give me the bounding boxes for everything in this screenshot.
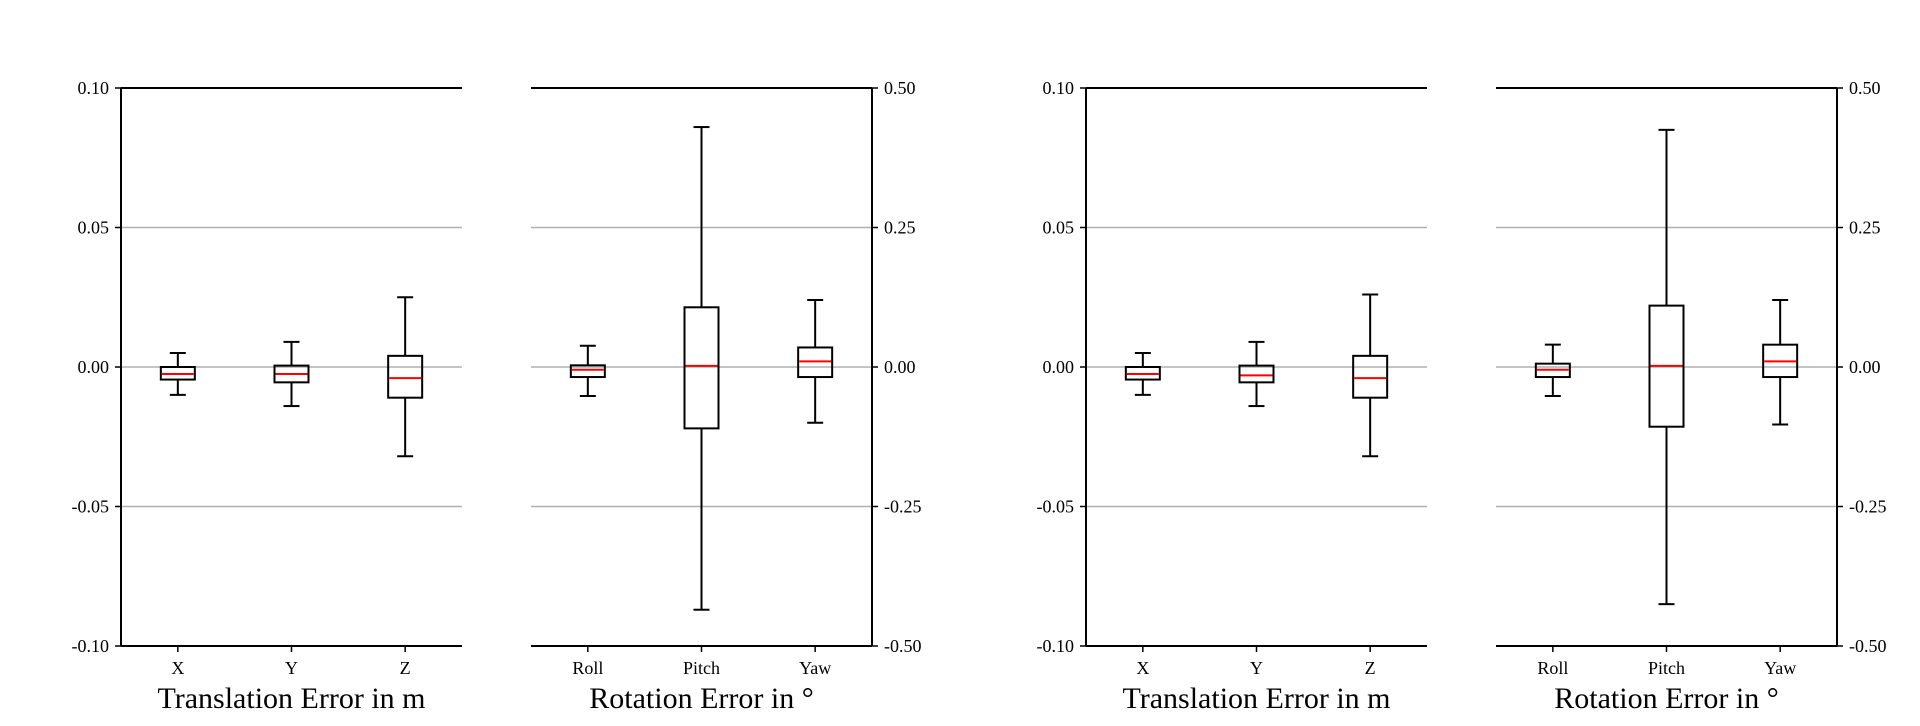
panel-4-box-pitch: [1648, 304, 1685, 428]
panel-3-category-label-z: Z: [1365, 658, 1376, 678]
panel-4-box-roll: [1534, 362, 1571, 379]
panel-2-category-label-pitch: Pitch: [683, 658, 720, 678]
panel-4-y-tick-label: 0.50: [1849, 78, 1881, 98]
panel-3-box-y: [1238, 364, 1275, 384]
panel-3-y-tick-label: -0.10: [1037, 636, 1075, 656]
panel-2-box-pitch: [683, 306, 720, 430]
panel-2-y-tick-label: 0.25: [884, 218, 916, 238]
panel-4-y-tick-label: 0.25: [1849, 218, 1881, 238]
panel-2-y-tick-label: -0.25: [884, 497, 922, 517]
panel-1-y-tick-label: 0.10: [78, 78, 110, 98]
panel-4-box-yaw: [1762, 343, 1799, 379]
panel-1-box-z: [387, 354, 424, 399]
panel-3-x-axis-label: Translation Error in m: [1122, 682, 1390, 715]
panel-4-category-label-roll: Roll: [1537, 658, 1568, 678]
panel-2-box-yaw: [797, 346, 834, 379]
panel-1-category-label-y: Y: [285, 658, 298, 678]
panel-4-x-axis-label: Rotation Error in °: [1554, 682, 1778, 715]
panel-3-y-tick-label: 0.05: [1043, 218, 1075, 238]
panel-3-box-x: [1124, 366, 1161, 381]
panel-4-y-tick-label: -0.50: [1849, 636, 1887, 656]
panel-3-y-tick-label: 0.00: [1043, 357, 1075, 377]
panel-1-y-tick-label: -0.10: [72, 636, 110, 656]
panel-4-y-tick-label: 0.00: [1849, 357, 1881, 377]
panel-4-y-tick-label: -0.25: [1849, 497, 1887, 517]
panel-4-category-label-yaw: Yaw: [1764, 658, 1796, 678]
panel-3-y-tick-label: 0.10: [1043, 78, 1075, 98]
panel-3-category-label-x: X: [1136, 658, 1149, 678]
panel-2-y-tick-label: 0.50: [884, 78, 916, 98]
panel-1-y-tick-label: 0.00: [78, 357, 110, 377]
panel-1-y-tick-label: 0.05: [78, 218, 110, 238]
panel-1-category-label-x: X: [171, 658, 184, 678]
panel-2-x-axis-label: Rotation Error in °: [589, 682, 813, 715]
panel-2-y-tick-label: -0.50: [884, 636, 922, 656]
panel-1-box-y: [273, 364, 310, 384]
panel-3-category-label-y: Y: [1250, 658, 1263, 678]
panel-3-box-z: [1352, 354, 1389, 399]
panel-2-category-label-yaw: Yaw: [799, 658, 831, 678]
panel-2-category-label-roll: Roll: [572, 658, 603, 678]
panel-1-y-tick-label: -0.05: [72, 497, 110, 517]
panel-4-category-label-pitch: Pitch: [1648, 658, 1685, 678]
panel-1-x-axis-label: Translation Error in m: [157, 682, 425, 715]
panel-2-y-tick-label: 0.00: [884, 357, 916, 377]
panel-1-category-label-z: Z: [400, 658, 411, 678]
panel-3-y-tick-label: -0.05: [1037, 497, 1075, 517]
panel-1-box-x: [159, 366, 196, 381]
panel-2-box-roll: [569, 364, 606, 379]
